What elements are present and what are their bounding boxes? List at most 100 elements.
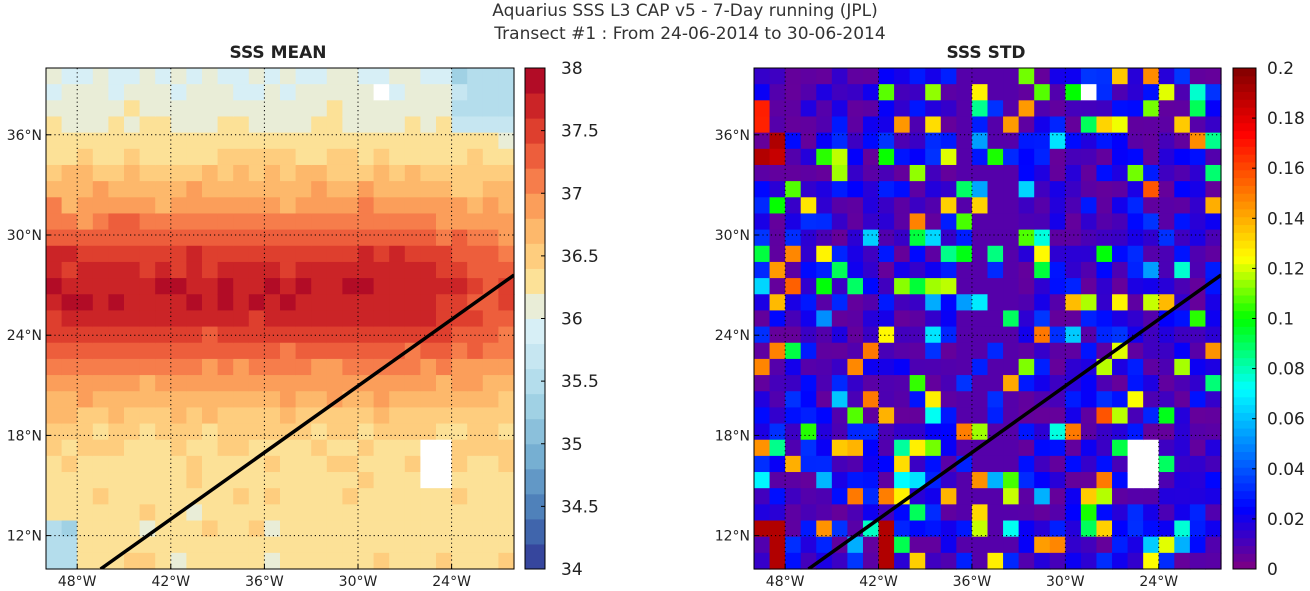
heatmap-cell bbox=[1003, 294, 1020, 312]
heatmap-cell bbox=[1049, 132, 1066, 150]
heatmap-cell bbox=[1127, 455, 1144, 473]
heatmap-cell bbox=[1143, 536, 1160, 554]
heatmap-cell bbox=[847, 294, 864, 312]
heatmap-cell bbox=[1158, 164, 1175, 182]
heatmap-cell bbox=[1049, 342, 1066, 360]
heatmap-cell bbox=[1049, 439, 1066, 457]
heatmap-cell bbox=[311, 261, 328, 279]
heatmap-cell bbox=[498, 439, 515, 457]
heatmap-cell bbox=[816, 375, 833, 392]
heatmap-cell bbox=[1018, 68, 1035, 85]
y-tick-label: 24°N bbox=[715, 328, 750, 344]
heatmap-cell bbox=[847, 472, 864, 489]
heatmap-cell bbox=[847, 197, 864, 215]
heatmap-cell bbox=[186, 261, 203, 279]
heatmap-cell bbox=[61, 455, 78, 473]
heatmap-cell bbox=[373, 100, 390, 118]
heatmap-cell bbox=[1096, 358, 1113, 376]
heatmap-cell bbox=[987, 84, 1004, 101]
colorbar-segment bbox=[1233, 451, 1256, 460]
heatmap-cell bbox=[451, 100, 468, 118]
colorbar-segment bbox=[1233, 154, 1256, 163]
heatmap-cell bbox=[170, 552, 187, 570]
heatmap-cell bbox=[233, 213, 250, 231]
heatmap-cell bbox=[956, 472, 973, 489]
heatmap-cell bbox=[186, 439, 203, 457]
heatmap-cell bbox=[326, 358, 343, 376]
heatmap-cell bbox=[940, 375, 957, 392]
heatmap-cell bbox=[1080, 536, 1098, 554]
heatmap-cell bbox=[186, 552, 203, 570]
heatmap-cell bbox=[389, 472, 406, 489]
heatmap-cell bbox=[847, 504, 864, 522]
heatmap-cell bbox=[186, 100, 203, 118]
heatmap-cell bbox=[1174, 472, 1191, 489]
heatmap-cell bbox=[436, 326, 453, 344]
y-tick-label: 30°N bbox=[715, 228, 750, 244]
heatmap-cell bbox=[862, 342, 880, 360]
heatmap-cell bbox=[451, 148, 468, 166]
heatmap-cell bbox=[816, 132, 833, 150]
heatmap-cell bbox=[971, 472, 989, 489]
heatmap-cell bbox=[202, 391, 219, 408]
heatmap-cell bbox=[155, 261, 172, 279]
heatmap-cell bbox=[1034, 261, 1051, 279]
heatmap-cell bbox=[800, 181, 817, 198]
colorbar-segment bbox=[1233, 185, 1256, 194]
heatmap-cell bbox=[155, 423, 172, 441]
heatmap-cell bbox=[878, 552, 895, 570]
x-tick-label: 30°W bbox=[1046, 574, 1085, 590]
heatmap-cell bbox=[264, 310, 281, 328]
heatmap-cell bbox=[233, 472, 250, 489]
heatmap-cell bbox=[326, 536, 343, 554]
colorbar-segment bbox=[1233, 232, 1256, 241]
heatmap-cell bbox=[61, 148, 78, 166]
heatmap-cell bbox=[404, 116, 421, 134]
heatmap-cell bbox=[894, 504, 911, 522]
heatmap-cell bbox=[139, 197, 156, 215]
heatmap-cell bbox=[816, 148, 833, 166]
heatmap-cell bbox=[108, 536, 125, 554]
heatmap-cell bbox=[1127, 116, 1144, 134]
heatmap-cell bbox=[248, 278, 265, 295]
heatmap-cell bbox=[1049, 552, 1066, 570]
heatmap-cell bbox=[862, 148, 880, 166]
heatmap-cell bbox=[436, 536, 453, 554]
heatmap-cell bbox=[1158, 229, 1175, 247]
heatmap-cell bbox=[124, 100, 141, 118]
heatmap-cell bbox=[451, 116, 468, 134]
heatmap-cell bbox=[1096, 455, 1113, 473]
heatmap-cell bbox=[92, 132, 109, 150]
heatmap-cell bbox=[1112, 132, 1129, 150]
heatmap-cell bbox=[280, 358, 297, 376]
heatmap-cell bbox=[498, 100, 515, 118]
heatmap-cell bbox=[404, 278, 421, 295]
heatmap-cell bbox=[139, 455, 156, 473]
heatmap-cell bbox=[987, 100, 1004, 118]
heatmap-cell bbox=[785, 423, 802, 441]
heatmap-cell bbox=[436, 504, 453, 522]
heatmap-cell bbox=[769, 261, 786, 279]
heatmap-cell bbox=[878, 68, 895, 85]
heatmap-cell bbox=[170, 261, 187, 279]
heatmap-cell bbox=[971, 197, 989, 215]
heatmap-cell bbox=[436, 439, 453, 457]
heatmap-cell bbox=[956, 536, 973, 554]
heatmap-cell bbox=[1003, 310, 1020, 328]
heatmap-cell bbox=[1174, 278, 1191, 295]
heatmap-cell bbox=[971, 488, 989, 505]
heatmap-cell bbox=[155, 375, 172, 392]
heatmap-cell bbox=[1112, 148, 1129, 166]
heatmap-cell bbox=[389, 375, 406, 392]
heatmap-cell bbox=[1127, 294, 1144, 312]
y-tick-label: 12°N bbox=[7, 529, 42, 545]
heatmap-cell bbox=[1189, 197, 1207, 215]
heatmap-cell bbox=[956, 213, 973, 231]
heatmap-cell bbox=[1174, 488, 1191, 505]
heatmap-cell bbox=[451, 278, 468, 295]
colorbar-segment bbox=[525, 318, 545, 345]
heatmap-cell bbox=[233, 100, 250, 118]
heatmap-cell bbox=[1065, 455, 1082, 473]
heatmap-cell bbox=[847, 148, 864, 166]
